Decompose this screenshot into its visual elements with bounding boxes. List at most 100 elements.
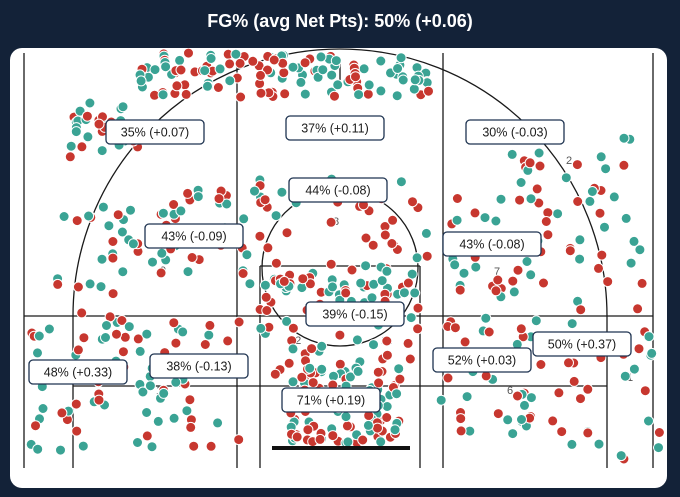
made-shot-dot [615,450,627,462]
missed-shot-dot [582,427,594,439]
made-shot-dot [620,212,632,224]
missed-shot-dot [387,214,399,226]
made-shot-dot [495,193,507,205]
zone-labels: 50% (+0.37) 30% (-0.03) 37% (+0.11) 35% (+0… [28,115,632,413]
made-shot-dot [358,63,370,75]
missed-shot-dot [297,273,309,285]
made-shot-dot [600,163,612,175]
missed-shot-dot [381,412,393,423]
made-shot-dot [393,363,405,375]
made-shot-dot [287,61,299,73]
missed-shot-dot [329,90,340,102]
zone-label-text: 39% (-0.15) [322,308,387,322]
missed-shot-dot [341,420,353,432]
made-shot-dot [643,331,655,343]
made-shot-dot [224,75,236,87]
made-shot-dot [299,88,311,100]
missed-shot-dot [340,287,352,299]
zone-label-text: 30% (-0.03) [482,126,547,140]
made-shot-dot [375,436,387,448]
made-shot-dot [628,235,640,247]
missed-shot-dot [141,430,153,442]
made-shot-dot [525,193,537,205]
made-shot-dot [212,417,224,429]
zone-label-8: 44% (-0.08) [288,177,388,203]
missed-shot-dot [224,58,236,70]
missed-shot-dot [563,357,574,369]
made-shot-dot [202,80,213,92]
missed-shot-dot [235,91,247,103]
made-shot-dot [43,323,55,335]
missed-shot-dot [278,275,290,287]
made-shot-dot [502,414,514,426]
missed-shot-dot [222,335,234,347]
made-shot-dot [586,186,598,197]
missed-shot-dot [412,302,424,314]
made-shot-dot [65,140,77,152]
missed-shot-dot [402,277,414,289]
zone-label-4: 35% (+0.07) [105,119,205,145]
made-shot-dot [147,256,158,268]
zone-label-10: 48% (+0.33) [28,359,128,385]
made-shot-dot [221,198,233,210]
made-shot-dot [157,207,169,219]
missed-shot-dot [594,207,606,219]
zone-label-text: 48% (+0.33) [44,366,112,380]
missed-shot-dot [575,304,587,316]
missed-shot-dot [404,353,416,365]
missed-shot-dot [233,316,245,328]
made-shot-dot [316,363,328,375]
missed-shot-dot [70,398,82,410]
made-shot-dot [96,145,108,157]
zone-label-7: 43% (-0.08) [442,231,542,257]
missed-shot-dot [540,216,552,227]
made-shot-dot [519,399,530,411]
made-shot-dot [125,204,136,216]
made-shot-dot [174,54,186,66]
zone-label-text: 44% (-0.08) [305,184,370,198]
shot-chart: 126789101112 50% (+0.37)30% (-0.03)37% (… [23,48,665,468]
made-shot-dot [199,65,211,77]
missed-shot-dot [449,322,461,334]
made-shot-dot [141,407,153,418]
made-shot-dot [398,287,410,299]
zone-label-text: 50% (+0.37) [548,338,616,352]
made-shot-dot [230,48,242,60]
made-shot-dot [355,277,367,289]
missed-shot-dot [30,420,41,432]
made-shot-dot [33,330,45,342]
made-shot-dot [362,419,374,431]
made-shot-dot [392,63,404,74]
made-shot-dot [326,69,338,81]
zone-label-12: 38% (-0.13) [149,353,249,379]
made-shot-dot [530,315,542,327]
missed-shot-dot [205,440,217,452]
missed-shot-dot [334,329,346,341]
missed-shot-dot [291,431,303,443]
missed-shot-dot [423,85,434,97]
missed-shot-dot [304,278,316,290]
made-shot-dot [315,51,327,63]
zone-label-text: 43% (-0.08) [459,238,524,252]
court-card: 126789101112 50% (+0.37)30% (-0.03)37% (… [10,48,667,488]
made-shot-dot [643,415,654,427]
made-shot-dot [37,403,49,414]
made-shot-dot [157,89,169,101]
made-shot-dot [409,74,421,86]
zone-label-1: 50% (+0.37) [532,331,632,357]
missed-shot-dot [442,372,454,384]
missed-shot-dot [168,317,180,329]
zone-label-text: 37% (+0.11) [301,122,369,136]
missed-shot-dot [307,377,319,389]
missed-shot-dot [639,385,651,397]
missed-shot-dot [72,344,84,356]
made-shot-dot [628,363,640,375]
zone-label-box [149,353,249,379]
missed-shot-dot [575,393,586,405]
missed-shot-dot [171,80,183,92]
missed-shot-dot [299,57,311,69]
made-shot-dot [304,362,316,374]
made-shot-dot [117,101,129,113]
missed-shot-dot [71,215,83,227]
missed-shot-dot [596,249,608,261]
